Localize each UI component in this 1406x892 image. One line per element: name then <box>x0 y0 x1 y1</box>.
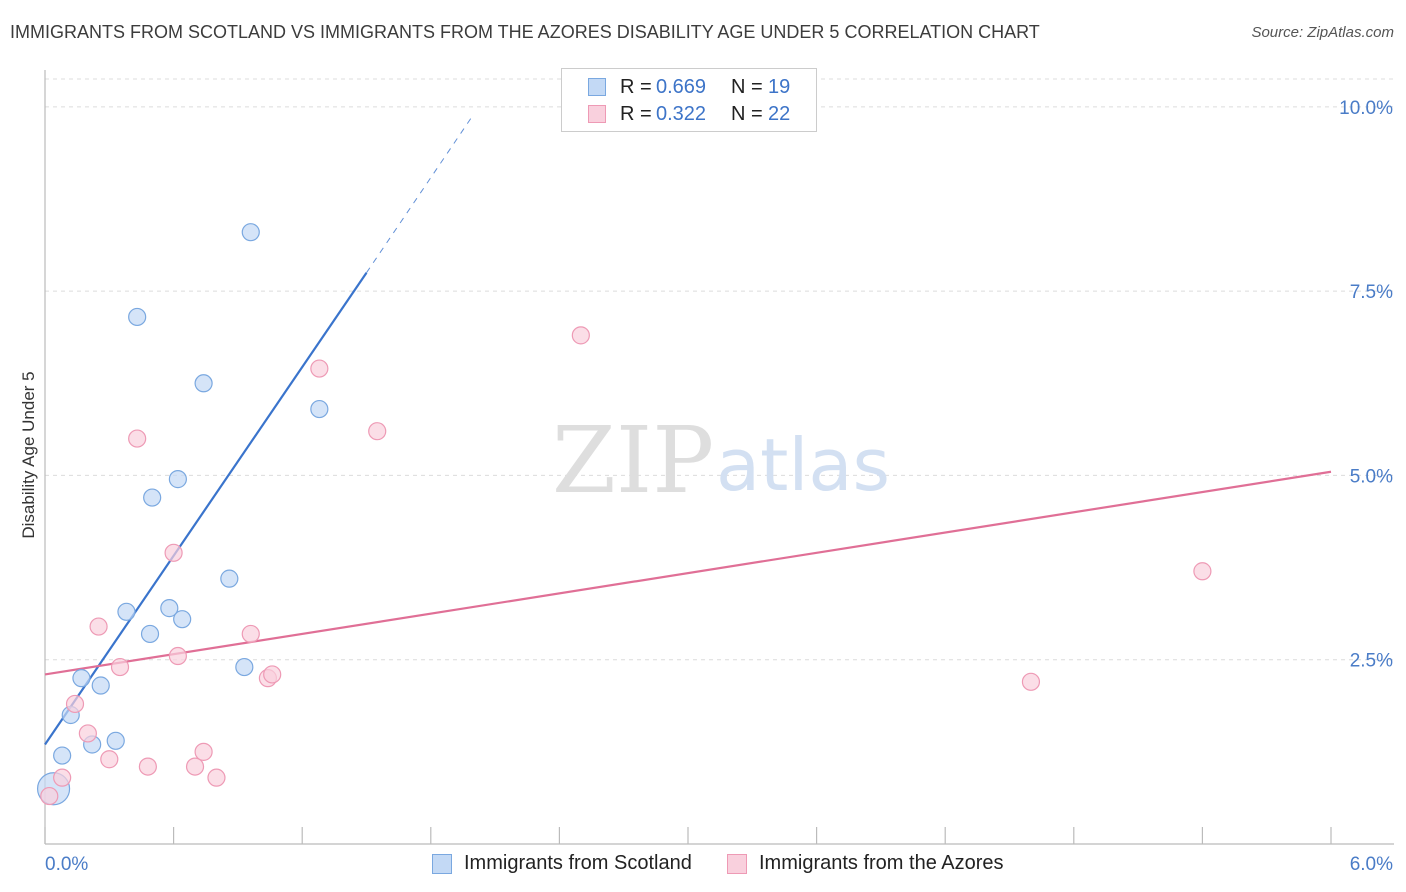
grid-lines <box>45 78 1394 661</box>
source-label: Source: ZipAtlas.com <box>1251 24 1394 41</box>
legend-r-label: R = <box>620 76 652 98</box>
data-point-scotland <box>117 602 136 621</box>
data-point-scotland <box>128 307 147 327</box>
legend-r-value-azores: 0.322 <box>656 103 707 125</box>
chart-title: IMMIGRANTS FROM SCOTLAND VS IMMIGRANTS F… <box>10 22 1040 42</box>
data-point-azores <box>310 359 329 378</box>
data-point-azores <box>40 786 59 806</box>
data-point-scotland <box>173 610 192 629</box>
data-point-azores <box>207 768 226 787</box>
trend-line-azores <box>44 470 1332 676</box>
data-point-scotland <box>53 746 72 765</box>
y-tick-labels: 2.5% 5.0% 7.5% 10.0% <box>1339 98 1393 672</box>
data-point-azores <box>128 429 147 448</box>
data-point-scotland <box>168 470 187 489</box>
x-tick-labels: 0.0% 6.0% <box>45 854 1393 875</box>
data-point-scotland <box>220 569 239 588</box>
data-point-scotland <box>194 374 213 393</box>
series-legend-swatch-scotland <box>432 854 452 874</box>
data-point-azores <box>89 617 108 636</box>
legend-r-label: R = <box>620 103 652 125</box>
data-point-scotland <box>72 669 91 688</box>
legend-n-label: N = <box>731 103 763 125</box>
y-tick-label: 5.0% <box>1350 466 1393 487</box>
data-point-scotland <box>143 488 162 507</box>
trend-line-extension-scotland <box>366 113 475 273</box>
data-point-azores <box>1193 562 1212 581</box>
data-point-azores <box>164 543 183 562</box>
y-tick-label: 10.0% <box>1339 98 1393 119</box>
data-point-azores <box>185 757 205 776</box>
x-tick-label-max: 6.0% <box>1350 854 1393 875</box>
trend-lines <box>44 113 1332 746</box>
data-point-azores <box>53 768 72 787</box>
data-point-scotland <box>235 657 254 677</box>
legend-n-value-scotland: 19 <box>768 76 791 98</box>
data-point-azores <box>241 624 260 644</box>
x-tick-label-min: 0.0% <box>45 854 88 875</box>
legend-r-value-scotland: 0.669 <box>656 76 707 98</box>
data-points <box>36 223 1212 806</box>
series-legend-label-azores: Immigrants from the Azores <box>759 852 1004 874</box>
axes <box>44 70 1394 845</box>
data-point-azores <box>110 657 130 677</box>
data-point-azores <box>368 422 387 441</box>
series-legend-label-scotland: Immigrants from Scotland <box>464 852 692 874</box>
watermark: ZIP atlas <box>552 407 890 514</box>
data-point-scotland <box>140 624 160 644</box>
data-point-scotland <box>91 676 110 695</box>
series-legend-swatch-azores <box>727 854 747 874</box>
data-point-azores <box>1021 672 1041 691</box>
legend-n-value-azores: 22 <box>768 103 791 125</box>
data-point-azores <box>194 742 213 761</box>
watermark-zip: ZIP <box>552 407 714 514</box>
data-point-azores <box>168 646 187 666</box>
legend-swatch-scotland <box>588 78 606 96</box>
data-point-scotland <box>160 599 179 618</box>
data-point-azores <box>263 665 282 684</box>
data-point-scotland <box>241 223 260 242</box>
data-point-azores <box>100 750 119 769</box>
trend-line-scotland <box>44 272 368 746</box>
watermark-atlas: atlas <box>716 423 890 507</box>
data-point-azores <box>78 724 97 743</box>
y-tick-label: 7.5% <box>1350 282 1393 303</box>
y-axis-label: Disability Age Under 5 <box>19 371 38 538</box>
data-point-scotland <box>106 731 125 750</box>
data-point-azores <box>571 326 590 345</box>
legend-n-label: N = <box>731 76 763 98</box>
data-point-azores <box>138 757 157 776</box>
legend-swatch-azores <box>588 105 606 123</box>
y-tick-label: 2.5% <box>1350 651 1393 672</box>
correlation-legend: R = 0.669 N = 19 R = 0.322 N = 22 <box>561 68 817 132</box>
data-point-azores <box>65 694 85 714</box>
data-point-scotland <box>310 399 329 419</box>
